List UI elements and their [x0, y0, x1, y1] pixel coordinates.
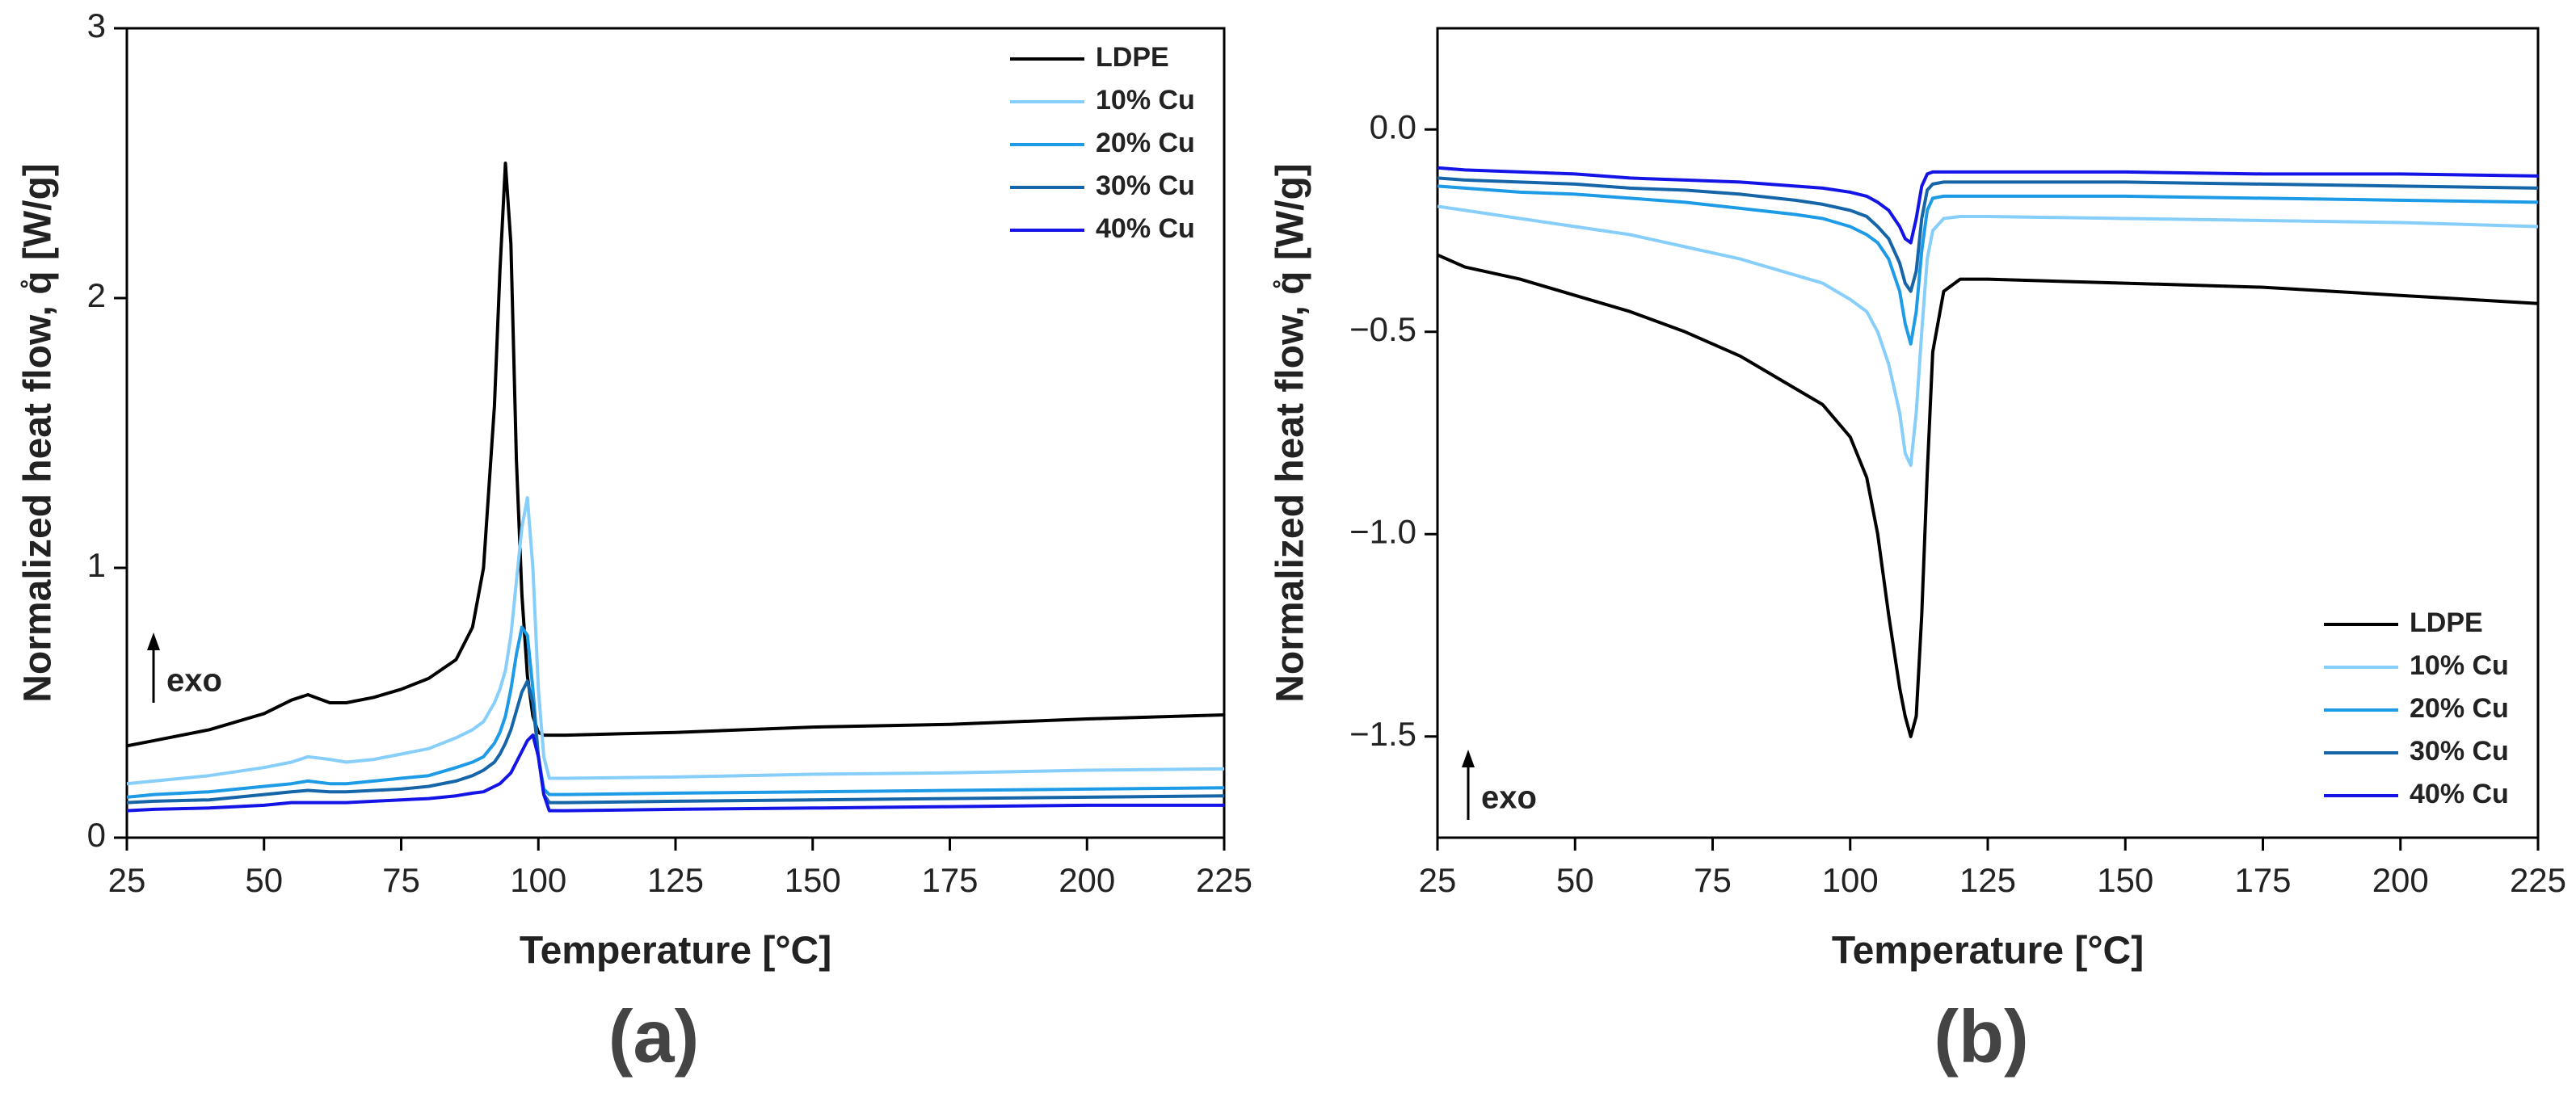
x-tick-label: 150	[785, 861, 841, 899]
series-line	[1437, 253, 2539, 738]
x-tick-label: 200	[2372, 861, 2429, 899]
x-tick-label: 200	[1059, 861, 1115, 899]
x-tick-label: 125	[1959, 861, 2016, 899]
x-tick-label: 75	[1694, 861, 1732, 899]
legend-label: 30% Cu	[1096, 170, 1195, 201]
legend-label: LDPE	[2410, 607, 2483, 638]
plot-frame	[1436, 27, 2540, 839]
y-axis-label: Normalized heat flow, q̊ [W/g]	[1269, 163, 1312, 703]
y-tick-label: 2	[87, 276, 106, 314]
exo-arrowhead	[1462, 750, 1475, 767]
x-tick-label: 225	[2510, 861, 2566, 899]
plot-frame	[125, 27, 1226, 839]
legend-label: 40% Cu	[2410, 779, 2509, 809]
y-tick-label: 0.0	[1370, 107, 1416, 145]
y-tick-label: 0	[87, 816, 106, 854]
annotation: exo	[166, 663, 222, 699]
series-line	[1437, 176, 2539, 293]
exo-arrowhead	[147, 632, 160, 650]
panel-label: (a)	[608, 995, 699, 1078]
x-tick-label: 225	[1196, 861, 1252, 899]
x-tick-label: 50	[245, 861, 283, 899]
series-line	[1437, 166, 2539, 245]
x-axis-label: Temperature [°C]	[520, 930, 831, 973]
annotation: exo	[1481, 780, 1537, 816]
y-tick-label: −1.0	[1349, 512, 1416, 550]
x-tick-label: 175	[2234, 861, 2291, 899]
legend-label: 20% Cu	[1096, 128, 1195, 158]
series-line	[126, 496, 1225, 786]
panel-label: (b)	[1934, 995, 2028, 1078]
y-tick-label: −0.5	[1349, 310, 1416, 348]
legend-label: 30% Cu	[2410, 736, 2509, 767]
series-line	[1437, 204, 2539, 468]
legend-label: 10% Cu	[1096, 85, 1195, 116]
y-axis-label: Normalized heat flow, q̊ [W/g]	[17, 163, 60, 703]
y-tick-label: −1.5	[1349, 715, 1416, 753]
series-line	[1437, 184, 2539, 346]
y-tick-label: 1	[87, 546, 106, 584]
series-line	[126, 679, 1225, 805]
x-tick-label: 125	[647, 861, 704, 899]
series-line	[126, 162, 1225, 748]
x-tick-label: 100	[1822, 861, 1879, 899]
x-tick-label: 75	[382, 861, 420, 899]
legend-label: 20% Cu	[2410, 693, 2509, 724]
x-tick-label: 100	[510, 861, 566, 899]
x-tick-label: 150	[2097, 861, 2153, 899]
x-tick-label: 25	[108, 861, 146, 899]
x-tick-label: 175	[921, 861, 978, 899]
series-line	[126, 733, 1224, 813]
x-tick-label: 25	[1419, 861, 1457, 899]
legend-label: 40% Cu	[1096, 213, 1195, 244]
series-line	[126, 625, 1225, 799]
x-tick-label: 50	[1556, 861, 1594, 899]
y-tick-label: 3	[87, 6, 106, 44]
legend-label: 10% Cu	[2410, 650, 2509, 681]
x-axis-label: Temperature [°C]	[1832, 930, 2144, 973]
legend-label: LDPE	[1096, 42, 1169, 73]
